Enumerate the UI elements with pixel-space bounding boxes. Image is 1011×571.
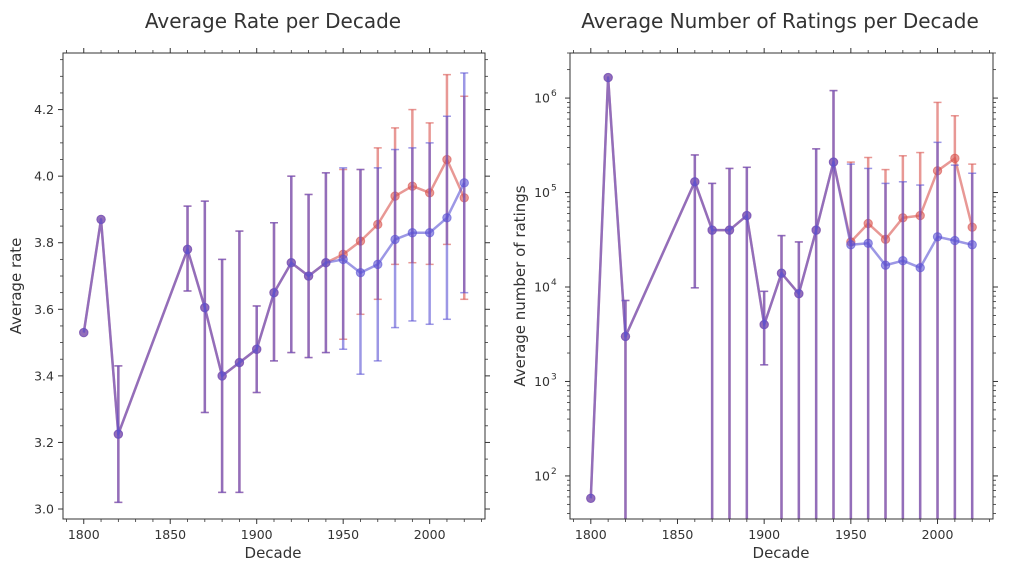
data-point [96,214,106,225]
axis-ticks: 1800 1850 1900 1950 2000 3.0 3.2 3.4 3.6 3.8 4.0 4.… [34,48,490,542]
y-tick-label: 3.8 [34,235,54,250]
plot-frame [569,52,994,520]
x-tick-label: 1800 [68,527,100,542]
data-point [355,267,366,278]
data-point [200,302,210,313]
data-point [846,240,856,250]
x-axis-label: Decade [753,544,810,562]
data-point [321,258,331,268]
rate-chart: Average Rate per Decade 1800 1850 1900 1950… [7,9,490,562]
data-point [338,254,348,265]
x-tick-label: 1900 [748,527,780,542]
data-point [932,232,943,242]
y-tick-label: 10 [534,468,550,483]
series-2 [586,72,977,519]
plot-area [586,72,977,519]
data-point [459,178,469,188]
chart-title: Average Rate per Decade [145,9,401,33]
data-point [303,271,314,281]
plot-area [79,72,469,504]
x-tick-label: 2000 [414,527,446,542]
x-tick-label: 1950 [835,527,867,542]
ratings-count-chart: Average Number of Ratings per Decade 180… [511,9,998,562]
data-point [620,331,631,342]
y-tick-label: 3.2 [34,435,54,450]
series-2 [79,72,469,504]
data-point [442,213,452,223]
data-point [217,371,227,381]
data-point [724,225,735,235]
y-tick-exponent: 2 [551,467,557,477]
x-tick-label: 1850 [154,527,186,542]
y-tick-label: 3.4 [34,368,54,383]
x-axis-label: Decade [245,544,302,562]
data-point [759,319,769,330]
x-tick-label: 1900 [241,527,273,542]
y-tick-exponent: 6 [551,89,557,99]
x-tick-label: 1800 [575,527,607,542]
y-tick-label: 4.2 [34,102,54,117]
y-axis-label: Average number of ratings [511,185,529,386]
y-axis-label: Average rate [7,238,25,335]
x-tick-label: 2000 [922,527,954,542]
x-tick-label: 1950 [327,527,359,542]
y-tick-label: 10 [534,374,550,389]
data-point [880,260,891,270]
data-point [898,255,908,266]
data-point [707,225,717,235]
data-point [286,258,296,268]
y-tick-label: 3.6 [34,302,54,317]
chart-title: Average Number of Ratings per Decade [581,9,979,33]
data-point [863,238,873,249]
data-point [269,287,279,298]
plot-frame [62,52,486,520]
data-point [742,210,752,221]
data-point [794,288,804,299]
data-point [373,259,383,270]
y-tick-label: 3.0 [34,502,54,517]
data-point [424,228,435,238]
data-point [811,225,821,235]
data-point [407,228,418,238]
data-point [690,177,700,187]
y-tick-label: 10 [534,185,550,200]
data-point [776,268,787,278]
data-point [234,357,245,368]
data-point [950,235,960,246]
data-point [182,244,193,255]
data-point [586,493,596,503]
y-tick-exponent: 5 [551,184,557,194]
data-point [828,157,839,167]
data-point [113,429,124,439]
y-tick-label: 10 [534,91,550,106]
data-point [79,327,89,338]
y-tick-label: 4.0 [34,169,54,184]
data-point [950,153,960,164]
y-tick-label: 10 [534,280,550,295]
data-point [252,344,262,354]
data-point [915,263,925,273]
data-point [390,234,400,245]
x-tick-label: 1850 [662,527,694,542]
data-point [967,240,977,250]
data-point [603,72,613,83]
y-tick-exponent: 4 [551,278,557,288]
y-tick-exponent: 3 [551,372,557,382]
